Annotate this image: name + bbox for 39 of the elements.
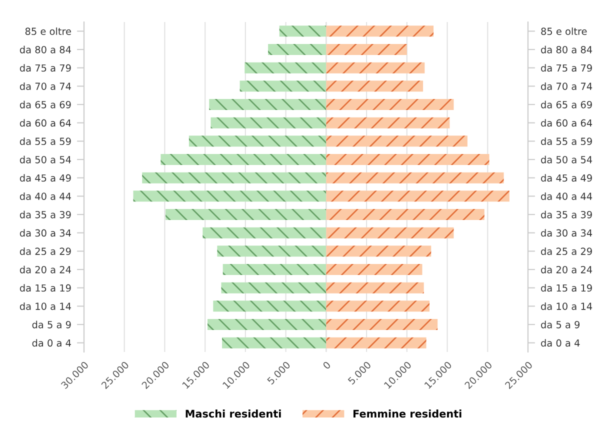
category-label: da 10 a 14 <box>541 302 592 310</box>
y-tick-label: da 30 a 34 <box>20 229 71 237</box>
y-tick-label: da 20 a 24 <box>20 266 71 274</box>
category-label: da 25 a 29 <box>541 247 592 255</box>
category-label: da 40 a 44 <box>541 192 592 200</box>
category-label: da 65 a 69 <box>541 100 592 108</box>
category-label: da 70 a 74 <box>541 82 592 90</box>
y-tick-label: da 50 a 54 <box>20 156 71 164</box>
y-tick-label: da 60 a 64 <box>20 119 71 127</box>
category-label: da 80 a 84 <box>541 46 592 54</box>
category-label: da 55 a 59 <box>541 137 592 145</box>
y-tick-label: da 35 a 39 <box>20 210 71 218</box>
legend-label: Maschi residenti <box>186 410 281 418</box>
y-tick-label: da 0 a 4 <box>32 339 71 347</box>
y-tick-label: da 10 a 14 <box>20 302 71 310</box>
category-label: da 35 a 39 <box>541 210 592 218</box>
category-label: da 75 a 79 <box>541 64 592 72</box>
legend-label: Femmine residenti <box>353 410 462 418</box>
y-tick-label: da 70 a 74 <box>20 82 71 90</box>
y-tick-label: da 5 a 9 <box>32 320 71 328</box>
category-label: da 0 a 4 <box>541 339 580 347</box>
y-tick-label: da 15 a 19 <box>20 284 71 292</box>
y-tick-label: da 80 a 84 <box>20 46 71 54</box>
category-label: da 20 a 24 <box>541 266 592 274</box>
y-tick-label: da 45 a 49 <box>20 174 71 182</box>
y-tick-label: da 65 a 69 <box>20 100 71 108</box>
y-tick-label: da 75 a 79 <box>20 64 71 72</box>
y-tick-label: da 25 a 29 <box>20 247 71 255</box>
category-label: da 45 a 49 <box>541 174 592 182</box>
x-tick-label: 0 <box>322 360 332 370</box>
y-tick-label: 85 e oltre <box>25 27 71 35</box>
category-label: da 60 a 64 <box>541 119 592 127</box>
category-label: da 15 a 19 <box>541 284 592 292</box>
category-label: da 30 a 34 <box>541 229 592 237</box>
y-tick-label: da 55 a 59 <box>20 137 71 145</box>
category-label: 85 e oltre <box>541 27 587 35</box>
category-label: da 50 a 54 <box>541 156 592 164</box>
category-label: da 5 a 9 <box>541 320 580 328</box>
y-tick-label: da 40 a 44 <box>20 192 71 200</box>
